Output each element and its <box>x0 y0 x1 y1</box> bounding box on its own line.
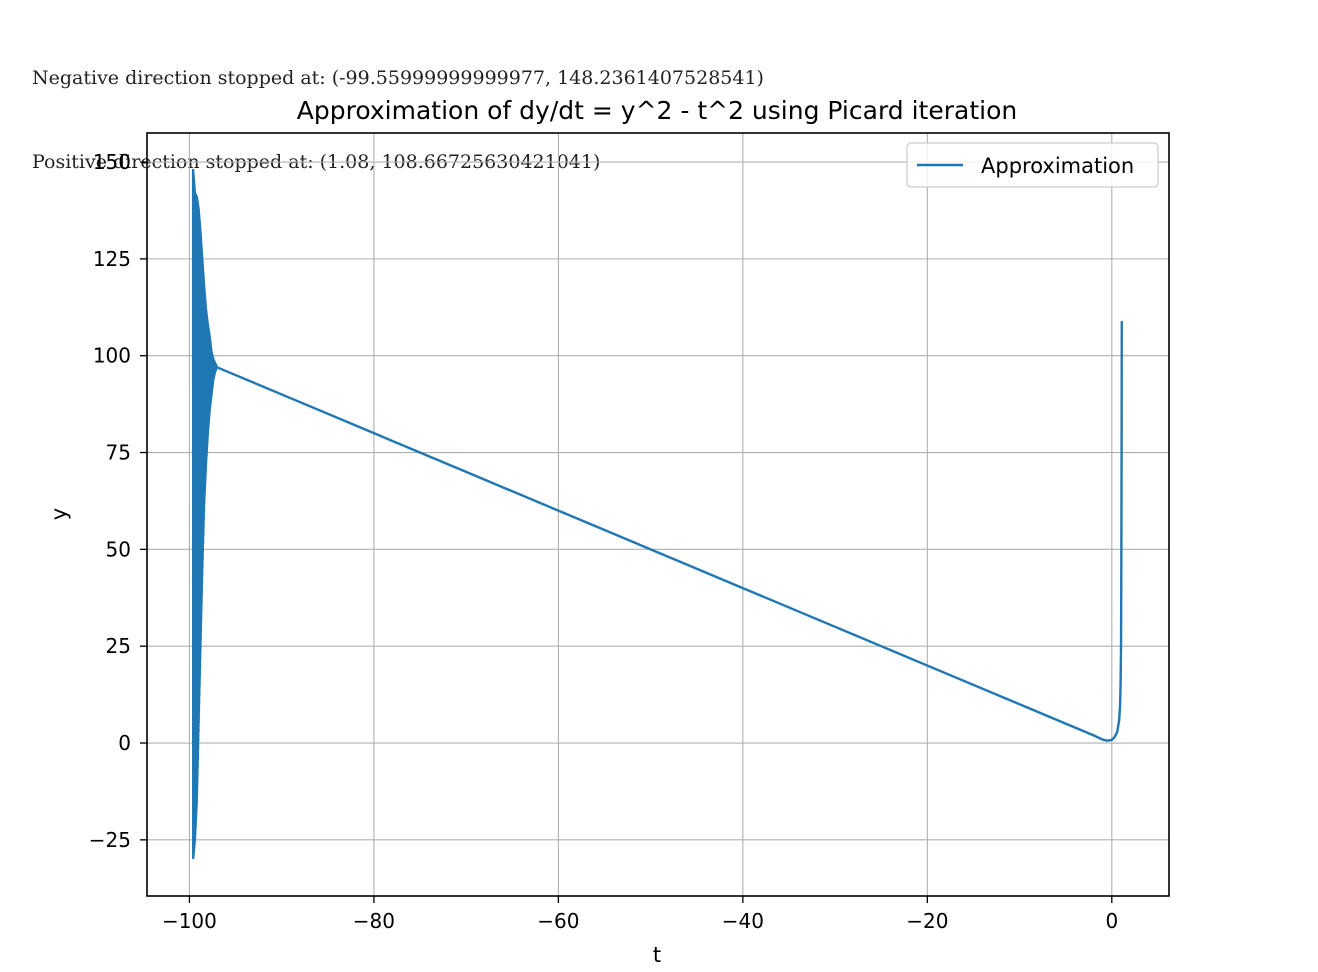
y-tick-label: −25 <box>89 828 131 852</box>
x-tick-label: −20 <box>906 909 948 933</box>
y-tick-label: 25 <box>106 634 131 658</box>
x-axis-label: t <box>653 943 661 967</box>
y-axis-label: y <box>47 508 71 520</box>
legend-box <box>906 142 1159 188</box>
chart-title: Approximation of dy/dt = y^2 - t^2 using… <box>297 96 1017 125</box>
x-tick-label: −80 <box>353 909 395 933</box>
series-approximation-line <box>215 320 1123 742</box>
console-line-negative: Negative direction stopped at: (-99.5599… <box>32 67 764 89</box>
plot-series <box>191 169 1123 860</box>
legend: Approximation <box>906 142 1159 188</box>
series-oscillation-line <box>191 169 219 860</box>
y-tick-label: 100 <box>93 344 131 368</box>
x-tick-label: 0 <box>1105 909 1118 933</box>
x-tick-label: −100 <box>162 909 217 933</box>
y-tick-label: 125 <box>93 247 131 271</box>
y-tick-label: 75 <box>106 441 131 465</box>
grid-lines <box>147 133 1169 896</box>
axis-ticks: −100 −80 −60 −40 −20 0 −25 0 25 50 75 100 125 150 <box>89 150 1118 933</box>
y-tick-label: 0 <box>118 731 131 755</box>
axes-frame <box>146 132 1170 897</box>
legend-label-approximation: Approximation <box>981 154 1134 178</box>
y-tick-label: 150 <box>93 150 131 174</box>
x-tick-label: −40 <box>722 909 764 933</box>
x-tick-label: −60 <box>537 909 579 933</box>
y-tick-label: 50 <box>106 537 131 561</box>
